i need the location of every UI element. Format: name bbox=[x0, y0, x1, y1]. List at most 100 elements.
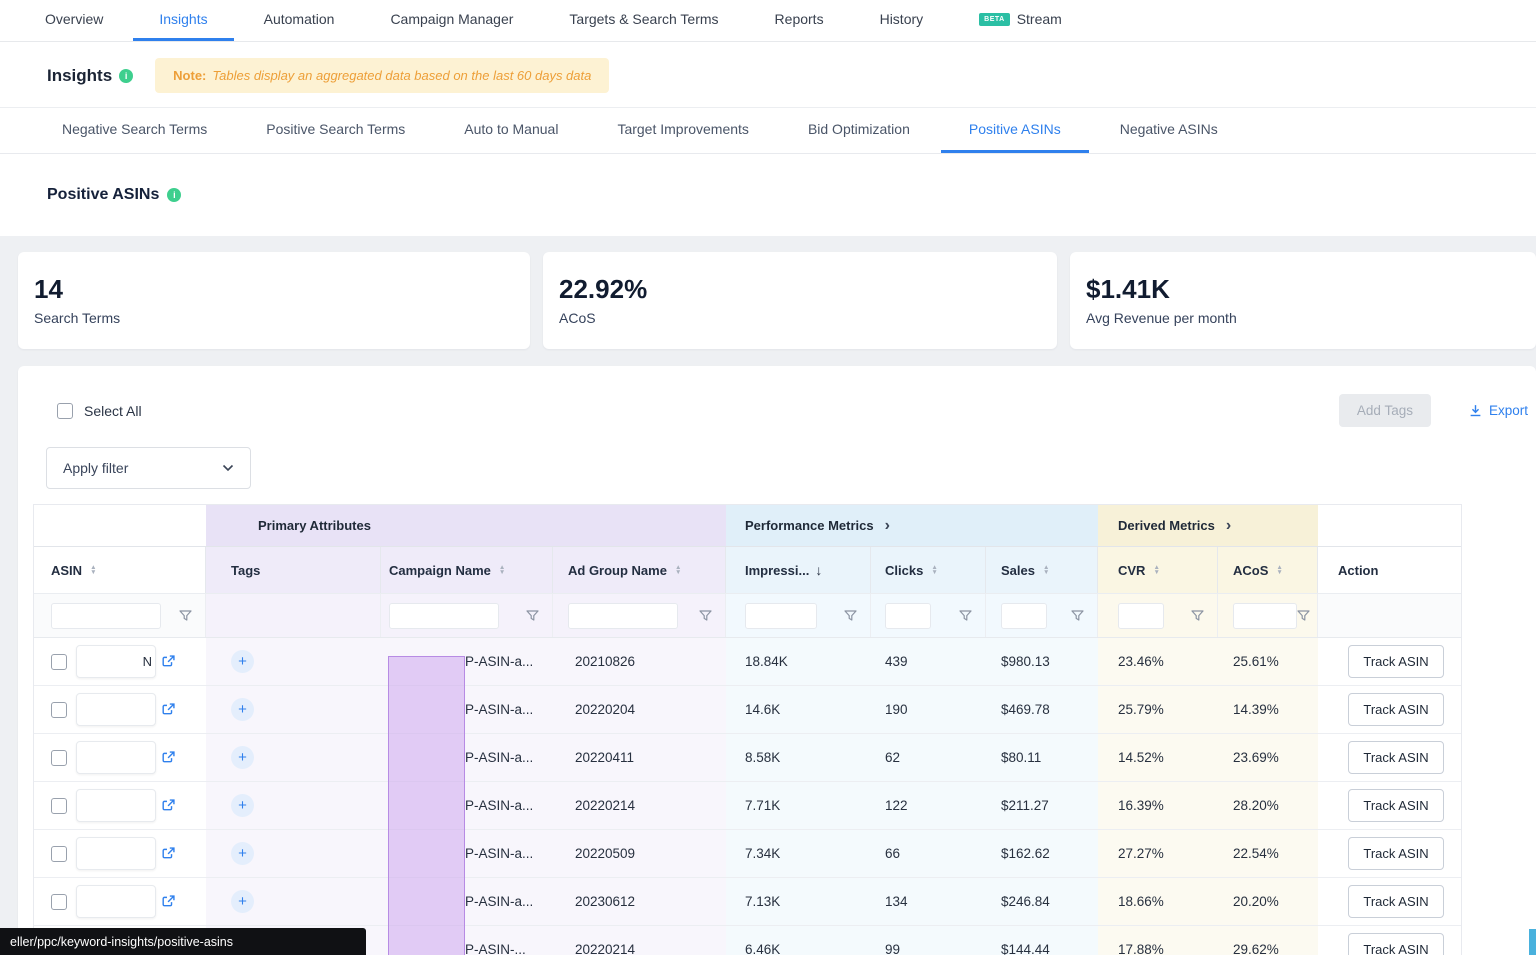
filter-funnel-icon[interactable] bbox=[1071, 610, 1084, 622]
sort-icon[interactable]: ▲ ▼ bbox=[674, 564, 682, 576]
row-checkbox[interactable] bbox=[51, 845, 67, 862]
column-header-campaign-name[interactable]: Campaign Name ▲ ▼ bbox=[381, 547, 553, 593]
cvr-filter-input[interactable] bbox=[1118, 602, 1164, 629]
row-checkbox[interactable] bbox=[51, 797, 67, 814]
tab-positive-asins[interactable]: Positive ASINs bbox=[940, 108, 1089, 153]
column-header-acos[interactable]: ACoS ▲ ▼ bbox=[1218, 547, 1318, 593]
add-tag-button[interactable]: + bbox=[231, 794, 254, 817]
nav-item-history[interactable]: History bbox=[854, 0, 950, 41]
filter-funnel-icon[interactable] bbox=[526, 610, 539, 622]
export-button[interactable]: Export bbox=[1469, 403, 1528, 418]
section-title-row: Positive ASINs i bbox=[0, 154, 1536, 236]
sort-desc-icon[interactable]: ↓ bbox=[815, 562, 823, 578]
add-tag-button[interactable]: + bbox=[231, 890, 254, 913]
nav-item-stream[interactable]: BETA Stream bbox=[953, 0, 1088, 41]
scrollbar-thumb[interactable] bbox=[1529, 929, 1536, 955]
tab-target-improvements[interactable]: Target Improvements bbox=[617, 121, 749, 137]
sales-filter-input[interactable] bbox=[1001, 602, 1047, 629]
group-label: Derived Metrics bbox=[1118, 518, 1215, 533]
table-card: Select All Add Tags Export Apply filter … bbox=[18, 366, 1536, 955]
tab-negative-asins[interactable]: Negative ASINs bbox=[1119, 121, 1218, 137]
add-tag-button[interactable]: + bbox=[231, 650, 254, 673]
info-icon[interactable]: i bbox=[167, 188, 182, 202]
external-link-icon[interactable] bbox=[162, 799, 175, 812]
filter-funnel-icon[interactable] bbox=[1297, 610, 1310, 622]
column-header-asin[interactable]: ASIN ▲ ▼ bbox=[34, 547, 206, 593]
external-link-icon[interactable] bbox=[162, 847, 175, 860]
column-header-cvr[interactable]: CVR ▲ ▼ bbox=[1098, 547, 1218, 593]
group-header-derived-metrics[interactable]: Derived Metrics › bbox=[1098, 505, 1318, 546]
select-all-checkbox[interactable] bbox=[57, 402, 73, 419]
sort-icon[interactable]: ▲ ▼ bbox=[498, 564, 506, 576]
track-asin-button[interactable]: Track ASIN bbox=[1348, 885, 1444, 918]
chevron-right-icon[interactable]: › bbox=[884, 516, 890, 534]
track-asin-button[interactable]: Track ASIN bbox=[1348, 837, 1444, 870]
tab-bid-optimization[interactable]: Bid Optimization bbox=[807, 121, 910, 137]
sort-icon[interactable]: ▲ ▼ bbox=[931, 564, 938, 576]
tab-positive-search-terms[interactable]: Positive Search Terms bbox=[266, 121, 406, 137]
column-header-ad-group-name[interactable]: Ad Group Name ▲ ▼ bbox=[553, 547, 726, 593]
filter-cell-acos bbox=[1218, 594, 1318, 637]
filter-cell-cvr bbox=[1098, 594, 1218, 637]
external-link-icon[interactable] bbox=[162, 703, 175, 716]
campaign-filter-input[interactable] bbox=[389, 602, 499, 629]
ad-group-filter-input[interactable] bbox=[568, 602, 678, 629]
row-checkbox[interactable] bbox=[51, 893, 67, 910]
chevron-right-icon[interactable]: › bbox=[1225, 516, 1232, 534]
nav-item-overview[interactable]: Overview bbox=[19, 0, 129, 41]
column-header-sales[interactable]: Sales ▲ ▼ bbox=[986, 547, 1098, 593]
track-asin-button[interactable]: Track ASIN bbox=[1348, 741, 1444, 774]
impressions-cell: 6.46K bbox=[726, 926, 871, 955]
nav-item-reports[interactable]: Reports bbox=[749, 0, 850, 41]
filter-funnel-icon[interactable] bbox=[844, 610, 857, 622]
column-header-clicks[interactable]: Clicks ▲ ▼ bbox=[871, 547, 986, 593]
info-icon[interactable]: i bbox=[119, 68, 134, 83]
group-header-performance-metrics[interactable]: Performance Metrics › bbox=[726, 505, 1098, 546]
add-tag-button[interactable]: + bbox=[231, 698, 254, 721]
tab-negative-search-terms[interactable]: Negative Search Terms bbox=[62, 121, 208, 137]
add-tag-button[interactable]: + bbox=[231, 746, 254, 769]
sort-icon[interactable]: ▲ ▼ bbox=[1042, 564, 1050, 576]
row-checkbox[interactable] bbox=[51, 701, 67, 718]
row-checkbox[interactable] bbox=[51, 749, 67, 766]
asin-filter-input[interactable] bbox=[51, 602, 161, 629]
sort-icon[interactable]: ▲ ▼ bbox=[1276, 564, 1283, 576]
track-asin-button[interactable]: Track ASIN bbox=[1348, 693, 1444, 726]
campaign-name-text: P-ASIN-a... bbox=[465, 702, 534, 717]
filter-funnel-icon[interactable] bbox=[179, 610, 192, 622]
apply-filter-dropdown[interactable]: Apply filter bbox=[46, 447, 251, 489]
nav-item-automation[interactable]: Automation bbox=[238, 0, 361, 41]
clicks-filter-input[interactable] bbox=[885, 602, 931, 629]
note-label: Note: bbox=[173, 68, 207, 83]
subtabs: Negative Search Terms Positive Search Ter… bbox=[0, 107, 1536, 154]
filter-funnel-icon[interactable] bbox=[959, 610, 972, 622]
table-body: N + P-ASIN-a... 20210826 18.84K 439 $980… bbox=[34, 638, 1461, 955]
nav-item-campaign-manager[interactable]: Campaign Manager bbox=[364, 0, 539, 41]
ad-group-cell: 20220204 bbox=[553, 686, 726, 733]
external-link-icon[interactable] bbox=[162, 751, 175, 764]
row-checkbox[interactable] bbox=[51, 653, 67, 670]
column-header-row: ASIN ▲ ▼ Tags Campaign Name ▲ ▼ Ad Group N… bbox=[34, 547, 1461, 594]
stat-card-avg-revenue-per-month: $1.41K Avg Revenue per month bbox=[1070, 252, 1536, 349]
external-link-icon[interactable] bbox=[162, 895, 175, 908]
track-asin-button[interactable]: Track ASIN bbox=[1348, 933, 1444, 955]
filter-funnel-icon[interactable] bbox=[1191, 610, 1204, 622]
action-cell: Track ASIN bbox=[1318, 782, 1461, 829]
acos-filter-input[interactable] bbox=[1233, 602, 1297, 629]
filter-funnel-icon[interactable] bbox=[699, 610, 712, 622]
filter-cell-tags bbox=[206, 594, 381, 637]
asin-redacted-value bbox=[76, 789, 156, 822]
external-link-icon[interactable] bbox=[162, 655, 175, 668]
sort-icon[interactable]: ▲ ▼ bbox=[1153, 564, 1160, 576]
select-all[interactable]: Select All bbox=[57, 402, 142, 419]
track-asin-button[interactable]: Track ASIN bbox=[1348, 645, 1444, 678]
tab-auto-to-manual[interactable]: Auto to Manual bbox=[464, 121, 559, 137]
nav-item-insights[interactable]: Insights bbox=[133, 0, 234, 41]
nav-item-targets-search-terms[interactable]: Targets & Search Terms bbox=[543, 0, 744, 41]
column-header-impressions[interactable]: Impressi... ↓ bbox=[726, 547, 871, 593]
track-asin-button[interactable]: Track ASIN bbox=[1348, 789, 1444, 822]
add-tag-button[interactable]: + bbox=[231, 842, 254, 865]
sort-icon[interactable]: ▲ ▼ bbox=[90, 564, 97, 576]
add-tags-button[interactable]: Add Tags bbox=[1338, 394, 1431, 427]
impressions-filter-input[interactable] bbox=[745, 602, 817, 629]
